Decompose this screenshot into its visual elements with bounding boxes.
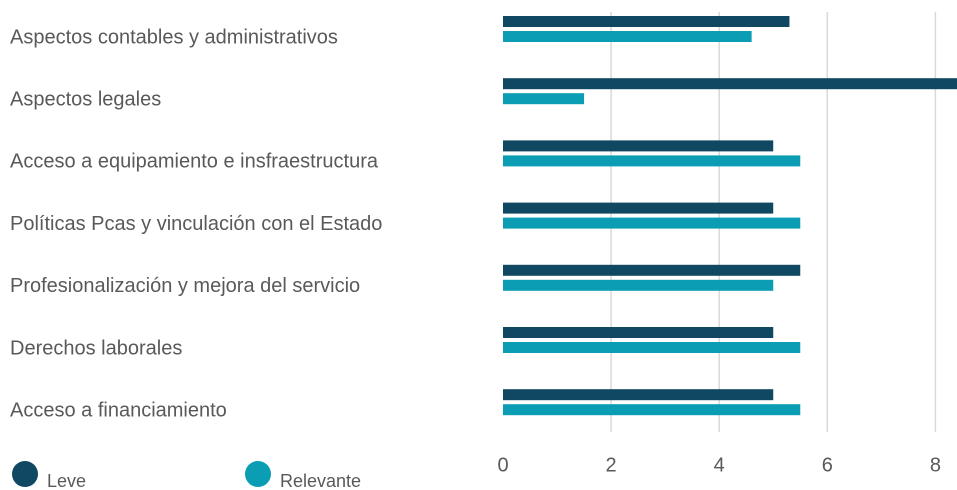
y-tick-label: Aspectos legales [10,88,161,110]
bar [503,78,957,90]
legend-marker [12,461,38,487]
x-tick-label: 6 [822,454,833,476]
y-tick-label: Acceso a financiamiento [10,399,227,421]
bar [503,327,774,338]
bar [503,93,585,105]
legend-label: Leve [47,471,86,490]
bar [503,140,774,152]
bar [503,31,752,42]
bar [503,404,801,416]
bar [503,264,801,276]
bar [503,279,774,291]
legend-label: Relevante [280,471,361,490]
x-tick-label: 4 [714,454,725,476]
legend-marker [245,461,271,487]
y-tick-label: Aspectos contables y administrativos [10,26,338,48]
bar [503,155,801,167]
bar [503,389,774,401]
y-tick-label: Derechos laborales [10,337,182,359]
y-tick-label: Acceso a equipamiento e insfraestructura [10,151,379,173]
bar [503,16,790,27]
y-tick-label: Políticas Pcas y vinculación con el Esta… [10,213,382,235]
x-tick-label: 8 [930,454,941,476]
bar [503,202,774,214]
x-tick-label: 2 [606,454,617,476]
x-tick-label: 0 [497,454,508,476]
bar [503,342,801,353]
bar [503,217,801,229]
y-tick-label: Profesionalización y mejora del servicio [10,275,360,297]
